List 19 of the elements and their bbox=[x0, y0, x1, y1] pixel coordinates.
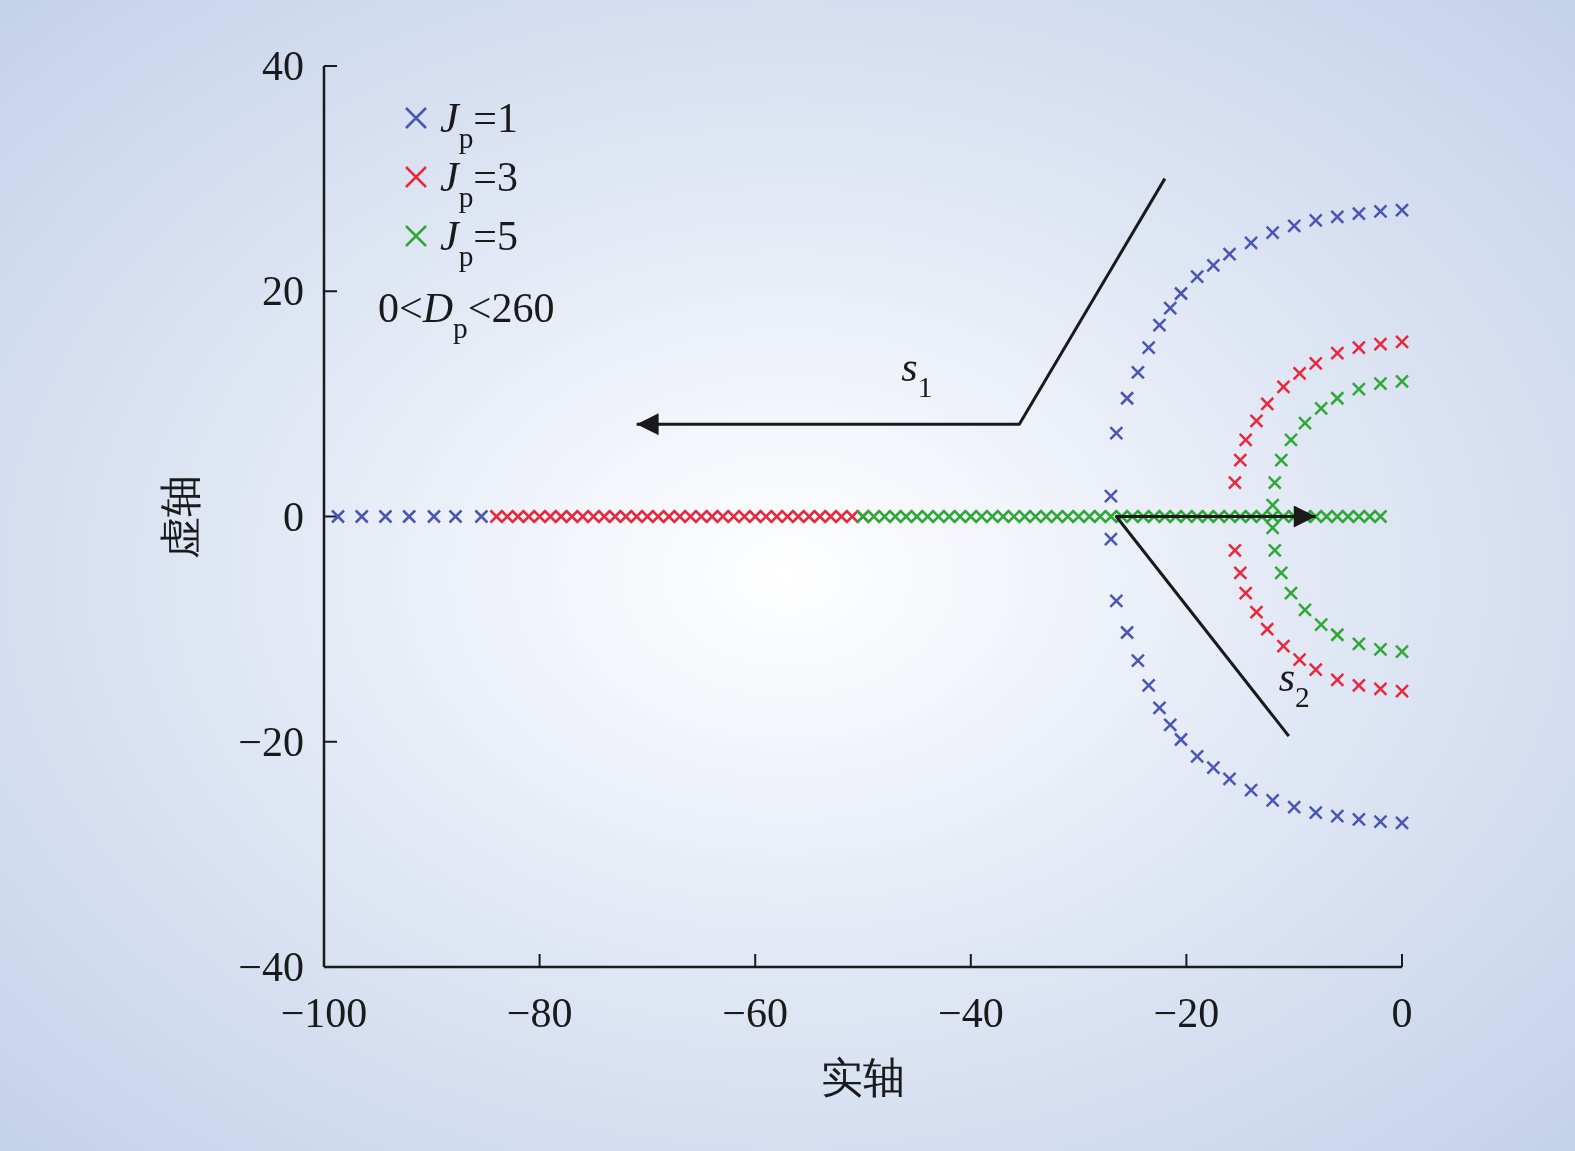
y-tick-label: −20 bbox=[238, 718, 304, 765]
legend-label: J$_{p}$=5 bbox=[440, 213, 519, 272]
annotation: s$_{2}$ bbox=[1278, 654, 1310, 714]
legend-label: J$_{p}$=3 bbox=[440, 154, 519, 213]
y-axis-title: 虚轴 bbox=[158, 474, 204, 559]
x-axis-title: 实轴 bbox=[821, 1055, 905, 1101]
x-tick-label: −60 bbox=[722, 990, 789, 1036]
x-tick-label: −40 bbox=[937, 990, 1004, 1036]
x-tick-label: −20 bbox=[1153, 990, 1220, 1036]
y-tick-label: −40 bbox=[238, 944, 304, 990]
annotation: 0<D$_{p}$<260 bbox=[378, 285, 555, 344]
y-tick-label: 40 bbox=[262, 43, 304, 89]
x-tick-label: 0 bbox=[1391, 990, 1413, 1036]
x-tick-label: −80 bbox=[506, 990, 573, 1036]
annotation: s$_{1}$ bbox=[901, 344, 933, 404]
y-tick-label: 0 bbox=[283, 493, 304, 540]
y-tick-label: 20 bbox=[262, 268, 304, 315]
legend-label: J$_{p}$=1 bbox=[440, 95, 519, 154]
x-tick-label: −100 bbox=[280, 990, 368, 1036]
